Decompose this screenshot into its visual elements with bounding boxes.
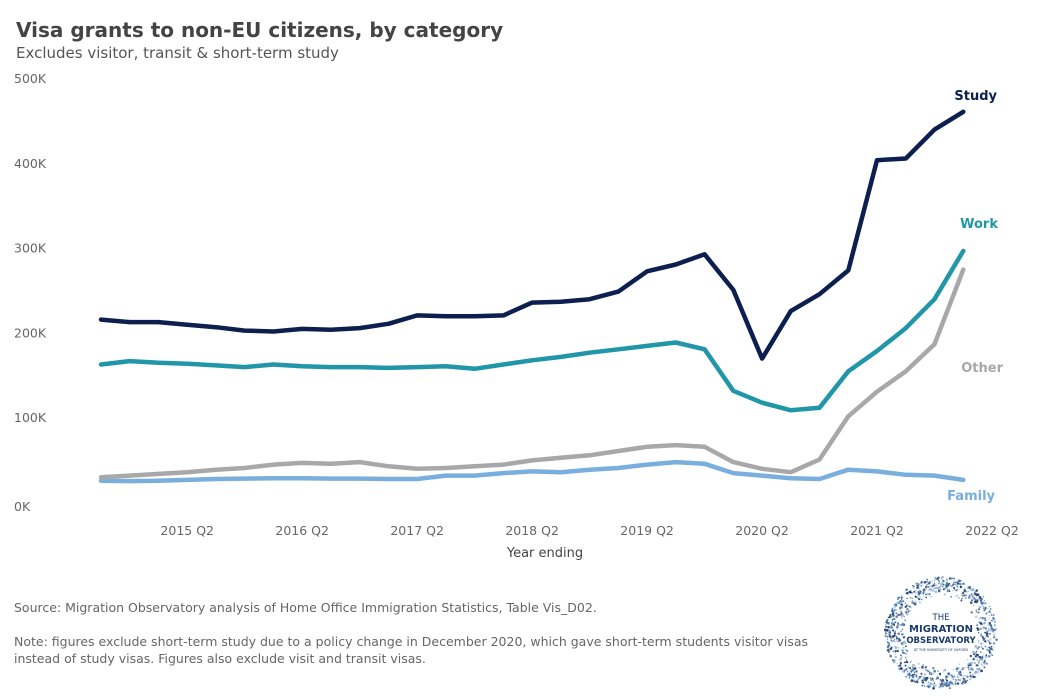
- y-tick-label: 300K: [14, 241, 47, 256]
- x-tick-label: 2017 Q2: [390, 523, 444, 538]
- source-note: Source: Migration Observatory analysis o…: [14, 600, 597, 615]
- x-tick-label: 2020 Q2: [735, 523, 789, 538]
- y-axis-ticks: 0K 100K 200K 300K 400K 500K: [14, 71, 47, 514]
- series-line-study: [98, 109, 966, 361]
- x-axis-title: Year ending: [506, 546, 583, 561]
- y-tick-label: 0K: [14, 499, 31, 514]
- y-tick-label: 400K: [14, 156, 47, 171]
- series-line-other: [98, 267, 966, 480]
- series-label-work: Work: [960, 217, 998, 232]
- x-tick-label: 2016 Q2: [275, 523, 329, 538]
- y-tick-label: 200K: [14, 325, 47, 340]
- logo-text: OBSERVATORY: [906, 636, 976, 646]
- x-tick-label: 2018 Q2: [505, 523, 559, 538]
- series-label-study: Study: [954, 89, 997, 104]
- series-lines: [98, 109, 966, 484]
- series-label-other: Other: [961, 361, 1003, 376]
- x-tick-label: 2019 Q2: [620, 523, 674, 538]
- logo-text: AT THE UNIVERSITY OF OXFORD: [914, 648, 969, 652]
- series-line-work: [98, 248, 966, 413]
- migration-observatory-logo: THE MIGRATION OBSERVATORY AT THE UNIVERS…: [883, 575, 998, 690]
- chart-subtitle: Excludes visitor, transit & short-term s…: [16, 44, 339, 62]
- x-tick-label: 2022 Q2: [965, 523, 1019, 538]
- logo-text: MIGRATION: [909, 624, 973, 635]
- x-axis-ticks: 2015 Q2 2016 Q2 2017 Q2 2018 Q2 2019 Q2 2020 …: [160, 523, 1018, 538]
- chart-title: Visa grants to non-EU citizens, by categ…: [16, 18, 504, 42]
- logo-emblem: THE MIGRATION OBSERVATORY AT THE UNIVERS…: [883, 575, 998, 690]
- series-line-family: [98, 459, 966, 484]
- y-tick-label: 500K: [14, 71, 47, 86]
- footnote: Note: figures exclude short-term study d…: [14, 634, 809, 666]
- y-tick-label: 100K: [14, 410, 47, 425]
- x-tick-label: 2021 Q2: [850, 523, 904, 538]
- logo-text: THE: [932, 613, 950, 623]
- series-end-labels: Study Work Other Family: [947, 89, 1003, 504]
- x-tick-label: 2015 Q2: [160, 523, 214, 538]
- series-label-family: Family: [947, 489, 995, 504]
